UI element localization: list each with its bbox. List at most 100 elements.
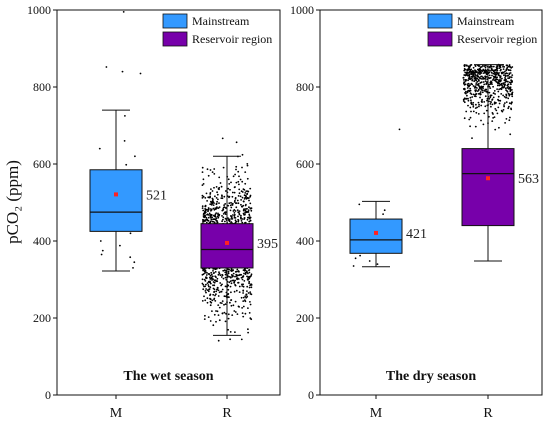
data-point	[494, 93, 496, 95]
data-point	[234, 275, 236, 278]
data-point	[481, 70, 484, 72]
data-point	[236, 278, 239, 281]
data-point	[237, 220, 240, 223]
data-point	[468, 75, 471, 78]
data-point	[383, 209, 386, 212]
data-point	[235, 181, 238, 184]
data-point	[477, 84, 480, 87]
data-point	[249, 291, 252, 293]
data-point	[502, 109, 505, 111]
data-point	[238, 192, 241, 195]
data-point	[237, 211, 240, 214]
data-point	[218, 188, 220, 191]
data-point	[223, 269, 226, 272]
data-point	[230, 221, 233, 223]
y-tick-label: 600	[296, 157, 314, 171]
data-point	[465, 92, 467, 95]
data-point	[229, 301, 231, 304]
data-point	[498, 65, 501, 67]
data-point	[219, 302, 222, 304]
data-point	[495, 68, 498, 71]
data-point	[502, 68, 505, 70]
data-point	[216, 280, 219, 283]
data-point	[210, 200, 212, 203]
data-point	[244, 192, 247, 194]
data-point	[476, 80, 479, 83]
data-point	[495, 67, 498, 69]
data-point	[218, 213, 221, 216]
data-point	[213, 313, 216, 316]
data-point	[245, 293, 248, 296]
data-point	[469, 106, 472, 109]
data-point	[467, 79, 469, 82]
data-point	[229, 209, 232, 212]
data-point	[227, 328, 230, 331]
data-point	[481, 75, 483, 78]
data-point	[216, 200, 219, 203]
data-point	[496, 71, 498, 74]
data-point	[466, 83, 469, 85]
data-point	[505, 69, 508, 72]
data-point	[463, 101, 466, 104]
data-point	[222, 213, 225, 215]
data-point	[500, 79, 502, 82]
data-point	[227, 293, 230, 295]
data-point	[492, 113, 494, 115]
series-R-group: 563	[461, 63, 539, 262]
data-point	[499, 83, 502, 86]
y-tick-label: 200	[33, 311, 51, 325]
data-point	[479, 93, 482, 96]
data-point	[221, 312, 224, 315]
data-point	[488, 97, 491, 100]
data-point	[474, 125, 477, 128]
data-point	[497, 90, 500, 93]
data-point	[249, 219, 252, 222]
data-point	[475, 89, 478, 91]
data-point	[468, 85, 470, 88]
data-point	[217, 295, 220, 297]
data-point	[246, 285, 249, 288]
data-point	[207, 174, 210, 177]
data-point	[467, 97, 469, 100]
data-point	[223, 195, 226, 198]
data-point	[243, 280, 246, 282]
data-point	[234, 186, 236, 188]
data-point	[216, 277, 219, 280]
data-point	[204, 280, 207, 282]
legend-swatch	[162, 31, 188, 47]
legend: Mainstream Reservoir region	[162, 13, 272, 47]
data-point	[119, 244, 121, 247]
data-point	[246, 295, 249, 298]
data-point	[484, 105, 487, 108]
data-point	[463, 79, 465, 81]
data-point	[511, 92, 514, 94]
data-point	[244, 209, 247, 212]
data-point	[496, 112, 499, 115]
data-point	[243, 198, 246, 200]
x-tick-label: M	[370, 406, 383, 421]
data-point	[492, 65, 495, 68]
data-point	[228, 202, 231, 205]
data-point	[241, 166, 243, 169]
data-point	[231, 279, 234, 282]
data-point	[507, 80, 509, 83]
data-point	[498, 88, 500, 91]
data-point	[468, 77, 471, 80]
data-point	[208, 273, 211, 276]
data-point	[478, 87, 481, 89]
data-point	[139, 72, 142, 75]
data-point	[489, 65, 491, 68]
data-point	[221, 220, 224, 223]
data-point	[498, 74, 501, 77]
data-point	[209, 169, 212, 171]
data-point	[213, 291, 216, 293]
data-point	[210, 218, 213, 221]
data-point	[508, 105, 510, 108]
data-point	[227, 317, 230, 320]
data-point	[483, 101, 486, 103]
data-point	[234, 217, 237, 219]
data-point	[481, 78, 483, 80]
data-point	[490, 68, 493, 71]
data-point	[234, 331, 236, 333]
data-point	[227, 272, 230, 275]
